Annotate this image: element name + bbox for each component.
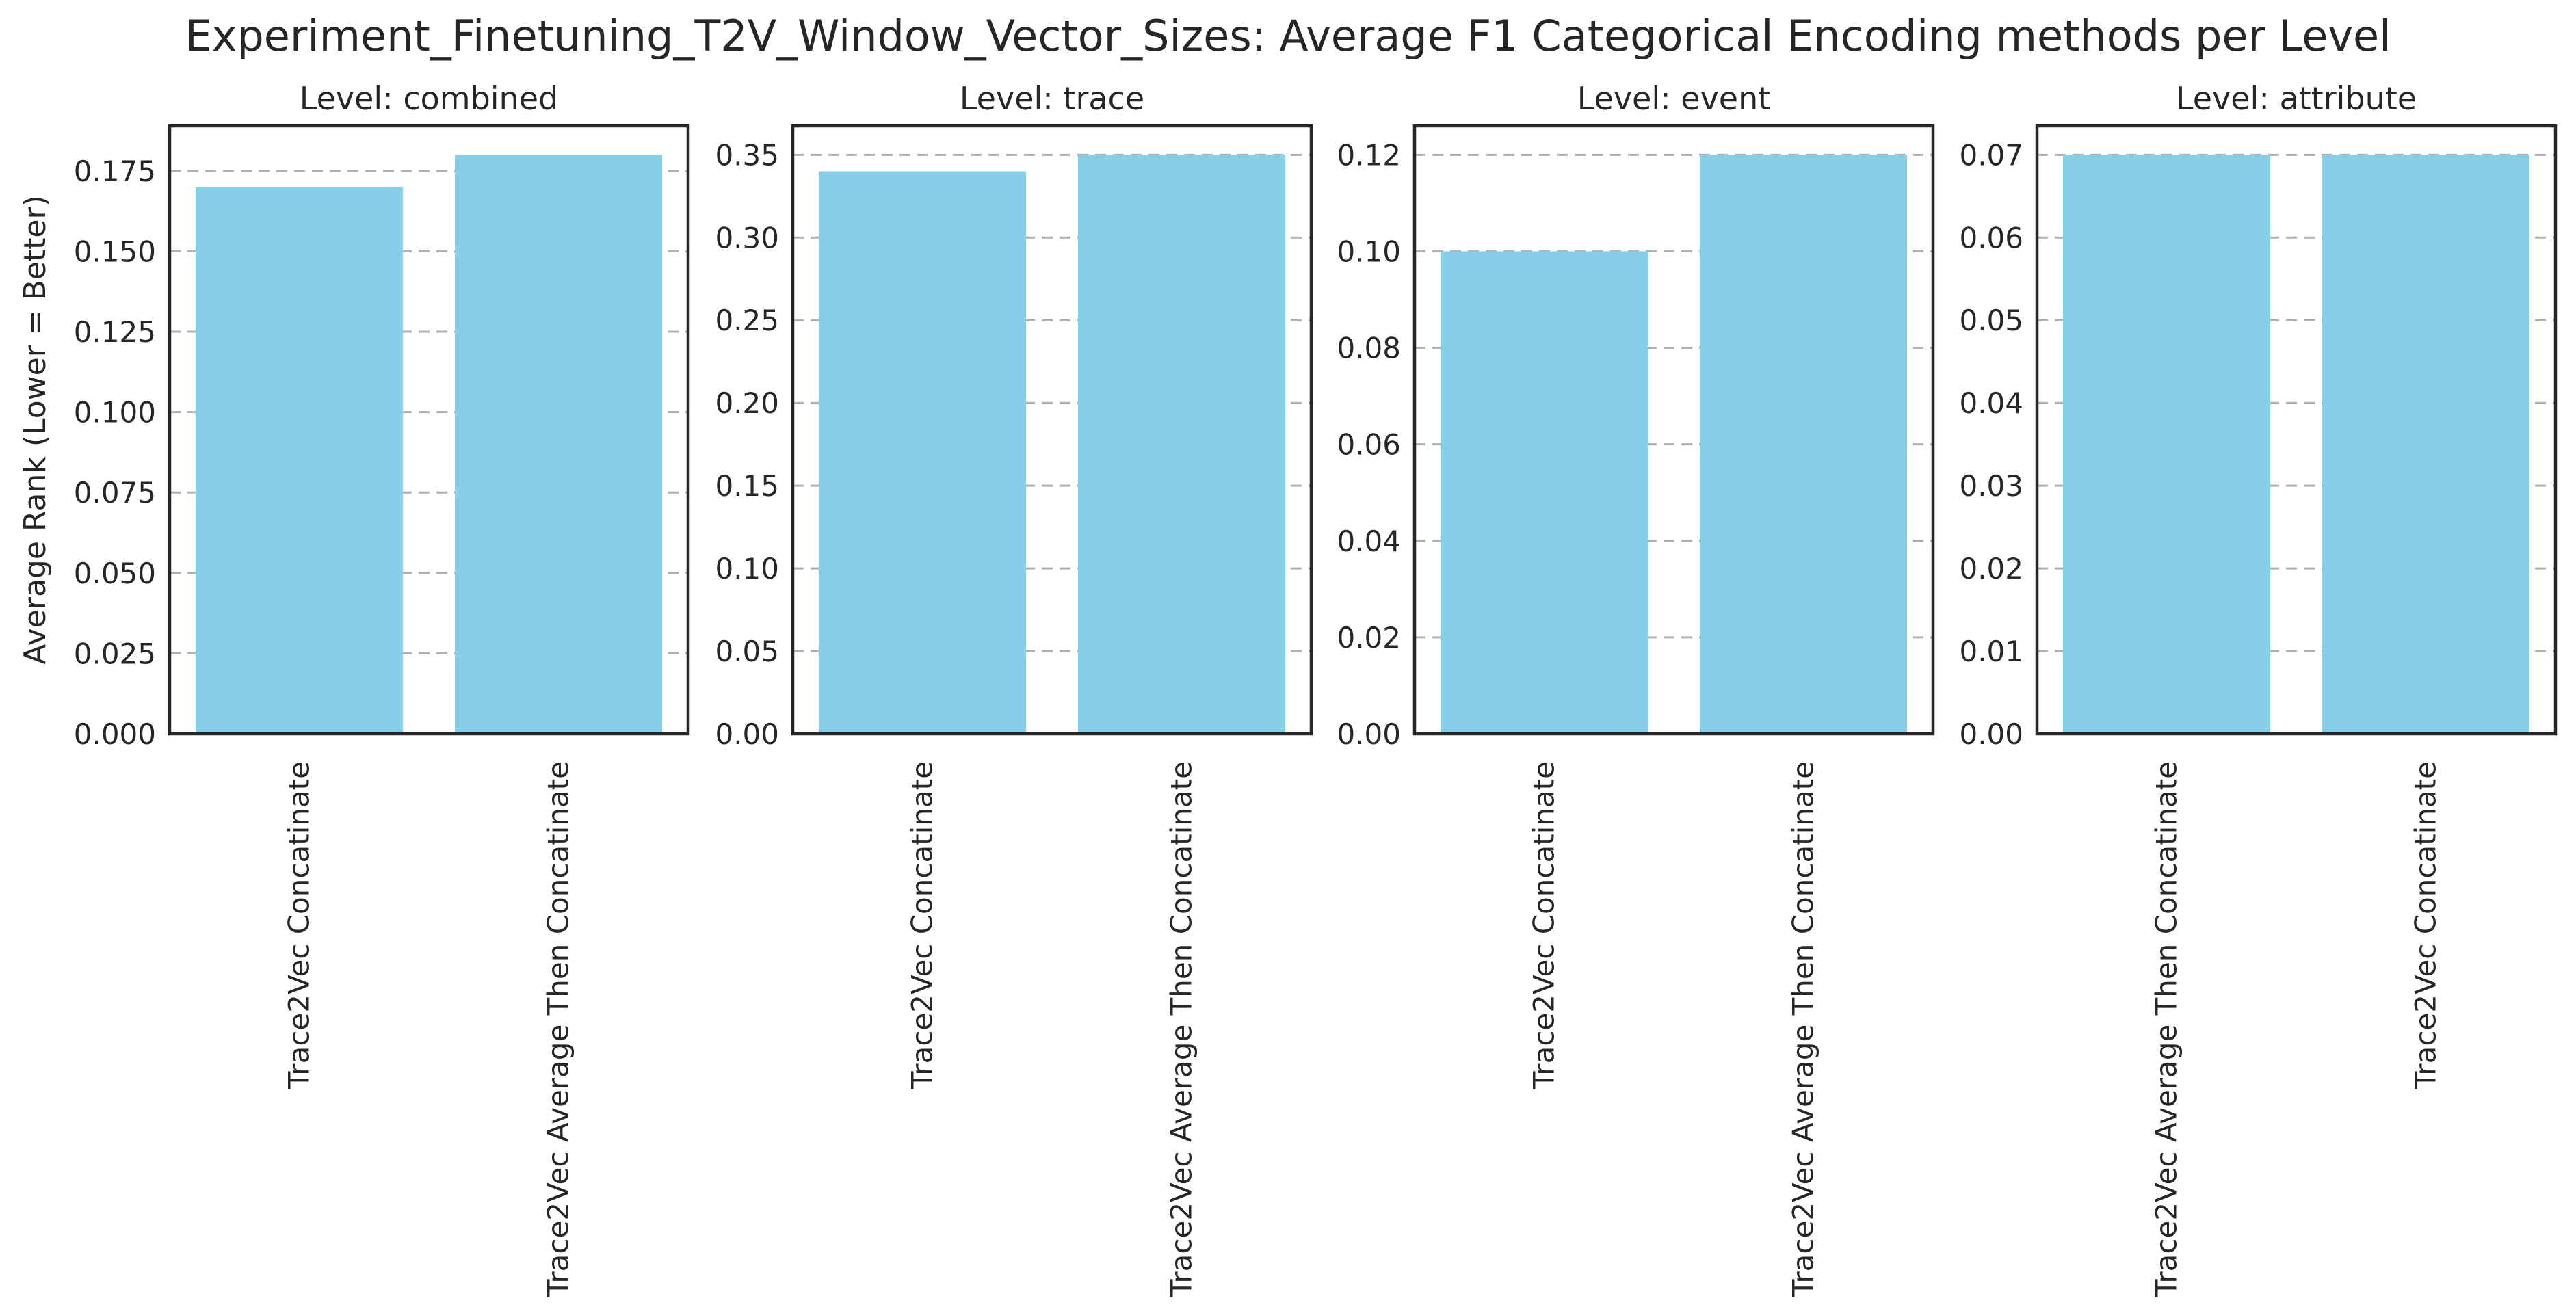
chart-panel-2: 0.00 0.02 0.04 0.06 0.08 0.10 0.12 Trace2Vec Co…: [1337, 80, 1935, 1297]
y-tick-label: 0.04: [1337, 525, 1401, 558]
y-tick-label: 0.07: [1959, 138, 2023, 172]
plot-frame: [791, 124, 1313, 736]
y-tick-label: 0.05: [1959, 304, 2023, 337]
y-tick-label: 0.08: [1337, 332, 1401, 365]
y-tick-label: 0.02: [1959, 552, 2023, 585]
bar: [1077, 155, 1286, 735]
y-tick-label: 0.02: [1337, 621, 1401, 654]
y-tick-label: 0.06: [1959, 221, 2023, 254]
bar: [1440, 251, 1648, 734]
bar: [2062, 155, 2271, 735]
x-tick-label: Trace2Vec Concatinate: [282, 761, 316, 1089]
panel-title: Level: event: [1577, 80, 1771, 117]
y-tick-label: 0.01: [1959, 635, 2023, 668]
y-tick-label: 0.30: [715, 221, 779, 254]
x-tick-label: Trace2Vec Average Then Concatinate: [542, 761, 575, 1297]
y-tick-label: 0.10: [1337, 235, 1401, 268]
y-tick-label: 0.05: [715, 635, 779, 668]
y-tick-label: 0.150: [74, 235, 156, 268]
y-tick-label: 0.075: [74, 476, 156, 510]
y-tick-label: 0.12: [1337, 138, 1401, 172]
plot-frame: [168, 124, 690, 736]
y-tick-label: 0.03: [1959, 469, 2023, 503]
bar: [2322, 155, 2530, 735]
chart-panel-3: 0.00 0.01 0.02 0.03 0.04 0.05 0.06 0.07 Trace2Ve…: [1959, 80, 2558, 1297]
x-tick-label: Trace2Vec Average Then Concatinate: [1165, 761, 1198, 1297]
y-tick-label: 0.00: [715, 717, 779, 751]
panel-title: Level: trace: [960, 80, 1144, 117]
y-tick-label: 0.20: [715, 386, 779, 420]
bar: [1699, 155, 1908, 735]
panel-title: Level: combined: [300, 80, 558, 117]
y-tick-label: 0.050: [74, 557, 156, 590]
x-tick-label: Trace2Vec Concatinate: [906, 761, 939, 1089]
y-tick-label: 0.25: [715, 304, 779, 337]
panel-title: Level: attribute: [2176, 80, 2417, 117]
y-tick-label: 0.10: [715, 552, 779, 585]
bar: [195, 187, 404, 734]
y-tick-label: 0.00: [1337, 717, 1401, 751]
x-tick-label: Trace2Vec Concatinate: [2409, 761, 2443, 1089]
x-tick-label: Trace2Vec Average Then Concatinate: [1787, 761, 1820, 1297]
bar: [454, 155, 663, 735]
plot-frame: [1412, 124, 1935, 736]
y-axis-label: Average Rank (Lower = Better): [18, 195, 53, 665]
x-tick-label: Trace2Vec Concatinate: [1527, 761, 1561, 1089]
y-tick-label: 0.100: [74, 396, 156, 429]
panels: 0.000 0.025 0.050 0.075 0.100 0.125 0.150 0.175…: [18, 80, 2558, 1297]
plot-frame: [2035, 124, 2558, 736]
figure-title: Experiment_Finetuning_T2V_Window_Vector_…: [185, 11, 2391, 61]
bar: [818, 171, 1027, 734]
y-tick-label: 0.35: [715, 138, 779, 172]
y-tick-label: 0.125: [74, 315, 156, 349]
x-tick-label: Trace2Vec Average Then Concatinate: [2150, 761, 2183, 1297]
y-tick-label: 0.15: [715, 469, 779, 503]
y-tick-label: 0.06: [1337, 428, 1401, 462]
chart-panel-1: 0.00 0.05 0.10 0.15 0.20 0.25 0.30 0.35 Trace2Ve…: [715, 80, 1313, 1297]
y-tick-label: 0.000: [74, 717, 156, 751]
y-tick-label: 0.175: [74, 155, 156, 188]
y-tick-label: 0.00: [1959, 717, 2023, 751]
chart-panel-0: 0.000 0.025 0.050 0.075 0.100 0.125 0.150 0.175…: [18, 80, 690, 1297]
y-tick-label: 0.04: [1959, 386, 2023, 420]
y-tick-label: 0.025: [74, 637, 156, 670]
